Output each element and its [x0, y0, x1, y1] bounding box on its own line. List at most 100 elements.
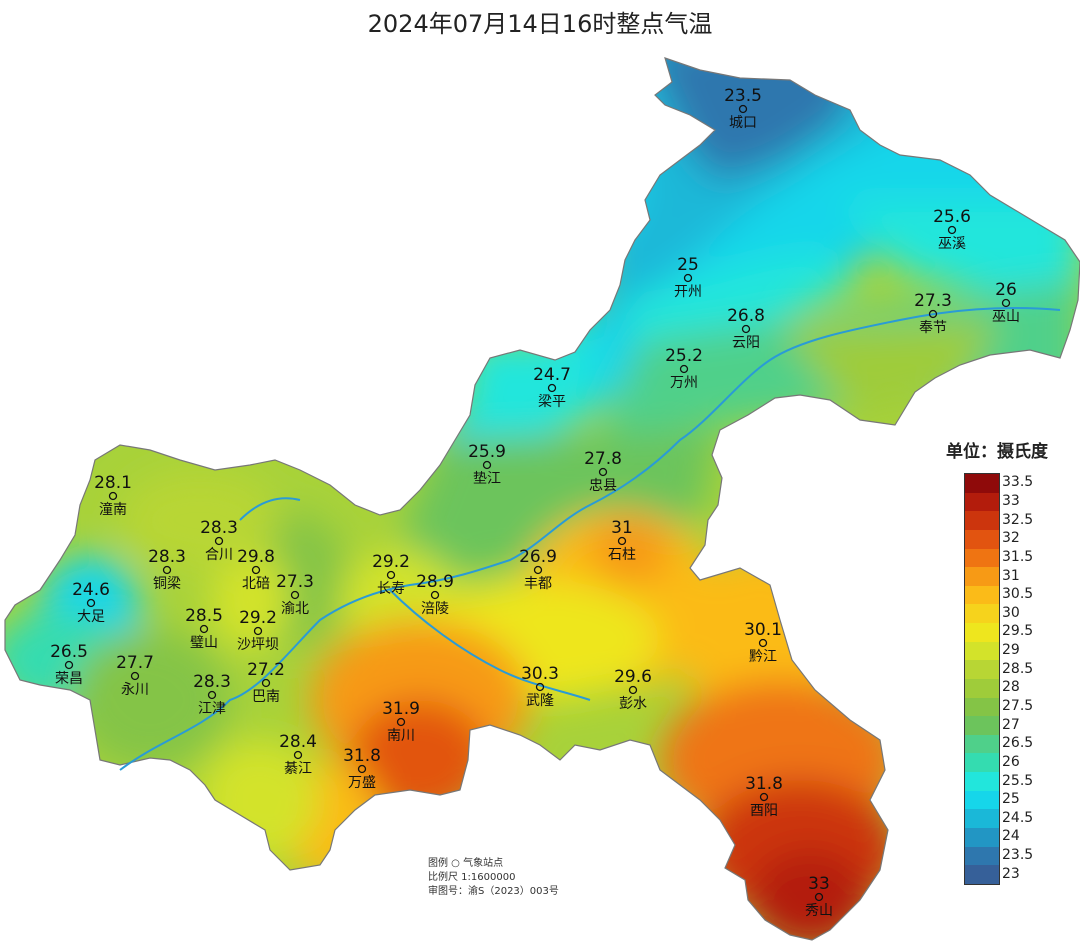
- station-4: 27.3 奉节: [914, 291, 952, 336]
- station-name: 长寿: [377, 580, 405, 597]
- station-20: 28.5 璧山: [185, 606, 223, 651]
- station-19: 24.6 大足: [72, 580, 110, 625]
- station-value: 31.8: [343, 746, 381, 766]
- station-22: 26.5 荣昌: [50, 642, 88, 687]
- legend-swatch: [965, 474, 999, 493]
- legend-tick-label: 23: [1002, 865, 1020, 882]
- legend-swatch: [965, 790, 999, 810]
- legend-swatch: [965, 567, 999, 586]
- legend-tick-label: 27: [1002, 716, 1020, 733]
- station-14: 29.8 北碚: [237, 547, 275, 592]
- station-name: 云阳: [732, 335, 760, 351]
- legend-swatch: [965, 734, 999, 754]
- station-marker-icon: [758, 638, 768, 648]
- station-33: 33 秀山: [805, 874, 833, 919]
- station-value: 28.4: [279, 732, 317, 752]
- station-name: 大足: [77, 609, 105, 625]
- station-marker-icon: [386, 570, 396, 580]
- station-name: 潼南: [99, 501, 127, 518]
- legend-tick-label: 25: [1002, 791, 1020, 808]
- legend-tick-label: 24: [1002, 828, 1020, 845]
- station-32: 31.8 酉阳: [745, 774, 783, 819]
- legend-tick-label: 33: [1002, 492, 1020, 509]
- station-0: 23.5 城口: [724, 86, 762, 131]
- station-7: 24.7 梁平: [533, 365, 571, 410]
- legend-tick-label: 32: [1002, 530, 1020, 547]
- station-marker-icon: [533, 565, 543, 575]
- station-name: 万州: [670, 375, 698, 391]
- station-marker-icon: [207, 690, 217, 700]
- station-name: 武隆: [526, 693, 554, 709]
- station-marker-icon: [86, 598, 96, 608]
- station-13: 28.3 铜梁: [148, 547, 186, 592]
- legend-swatch: [965, 753, 999, 772]
- station-name: 巴南: [252, 689, 280, 705]
- station-5: 26.8 云阳: [727, 306, 765, 351]
- station-3: 26 巫山: [992, 280, 1020, 325]
- legend-tick-label: 32.5: [1002, 511, 1034, 528]
- legend-swatch: [965, 604, 999, 623]
- legend-note: 图例 ○ 气象站点: [428, 858, 504, 869]
- station-name: 丰都: [524, 576, 552, 592]
- station-name: 石柱: [608, 547, 636, 563]
- station-name: 铜梁: [153, 576, 181, 592]
- station-value: 27.3: [914, 291, 952, 311]
- map-title: 2024年07月14日16时整点气温: [367, 10, 713, 38]
- station-27: 31.9 南川: [382, 699, 420, 744]
- legend-swatch: [965, 511, 999, 530]
- station-marker-icon: [679, 364, 689, 374]
- station-marker-icon: [547, 383, 557, 393]
- station-name: 北碚: [242, 576, 270, 592]
- station-name: 綦江: [284, 761, 312, 777]
- station-name: 璧山: [190, 634, 218, 651]
- review-number: 审图号：渝S（2023）003号: [428, 886, 559, 897]
- legend-swatch: [965, 492, 999, 512]
- station-value: 30.1: [744, 620, 782, 640]
- station-value: 28.3: [193, 672, 231, 692]
- station-value: 26: [995, 280, 1017, 300]
- station-marker-icon: [430, 590, 440, 600]
- station-value: 25.2: [665, 346, 703, 366]
- station-name: 涪陵: [421, 601, 449, 617]
- station-marker-icon: [261, 678, 271, 688]
- station-value: 27.8: [584, 449, 622, 469]
- station-value: 33: [808, 874, 830, 894]
- station-value: 29.8: [237, 547, 275, 567]
- station-marker-icon: [598, 467, 608, 477]
- station-marker-icon: [683, 273, 693, 283]
- station-value: 28.9: [416, 572, 454, 592]
- station-value: 26.8: [727, 306, 765, 326]
- station-value: 29.2: [239, 608, 277, 628]
- station-21: 29.2 沙坪坝: [237, 608, 279, 653]
- station-value: 30.3: [521, 664, 559, 684]
- station-2: 25 开州: [674, 255, 702, 300]
- station-name: 垫江: [473, 471, 501, 487]
- station-marker-icon: [741, 324, 751, 334]
- legend-tick-label: 30.5: [1002, 586, 1034, 603]
- station-28: 31.8 万盛: [343, 746, 381, 791]
- unit-label: 单位：摄氏度: [946, 442, 1048, 462]
- legend-tick-label: 29.5: [1002, 623, 1034, 640]
- station-marker-icon: [162, 565, 172, 575]
- legend-tick-label: 26: [1002, 753, 1020, 770]
- station-name: 彭水: [619, 696, 647, 712]
- station-name: 秀山: [805, 903, 833, 919]
- legend-swatch: [965, 623, 999, 642]
- station-marker-icon: [199, 624, 209, 634]
- legend-swatch: [965, 865, 999, 884]
- station-value: 24.6: [72, 580, 110, 600]
- legend-swatch: [965, 809, 999, 828]
- station-29: 30.3 武隆: [521, 664, 559, 709]
- station-name: 梁平: [538, 394, 566, 410]
- legend-tick-label: 28.5: [1002, 660, 1034, 677]
- station-name: 巫山: [992, 309, 1020, 325]
- station-marker-icon: [535, 682, 545, 692]
- station-value: 31.8: [745, 774, 783, 794]
- station-marker-icon: [1001, 298, 1011, 308]
- station-marker-icon: [759, 792, 769, 802]
- station-12: 28.3 合川: [200, 518, 238, 563]
- station-value: 27.2: [247, 660, 285, 680]
- station-marker-icon: [628, 685, 638, 695]
- station-name: 万盛: [348, 775, 376, 791]
